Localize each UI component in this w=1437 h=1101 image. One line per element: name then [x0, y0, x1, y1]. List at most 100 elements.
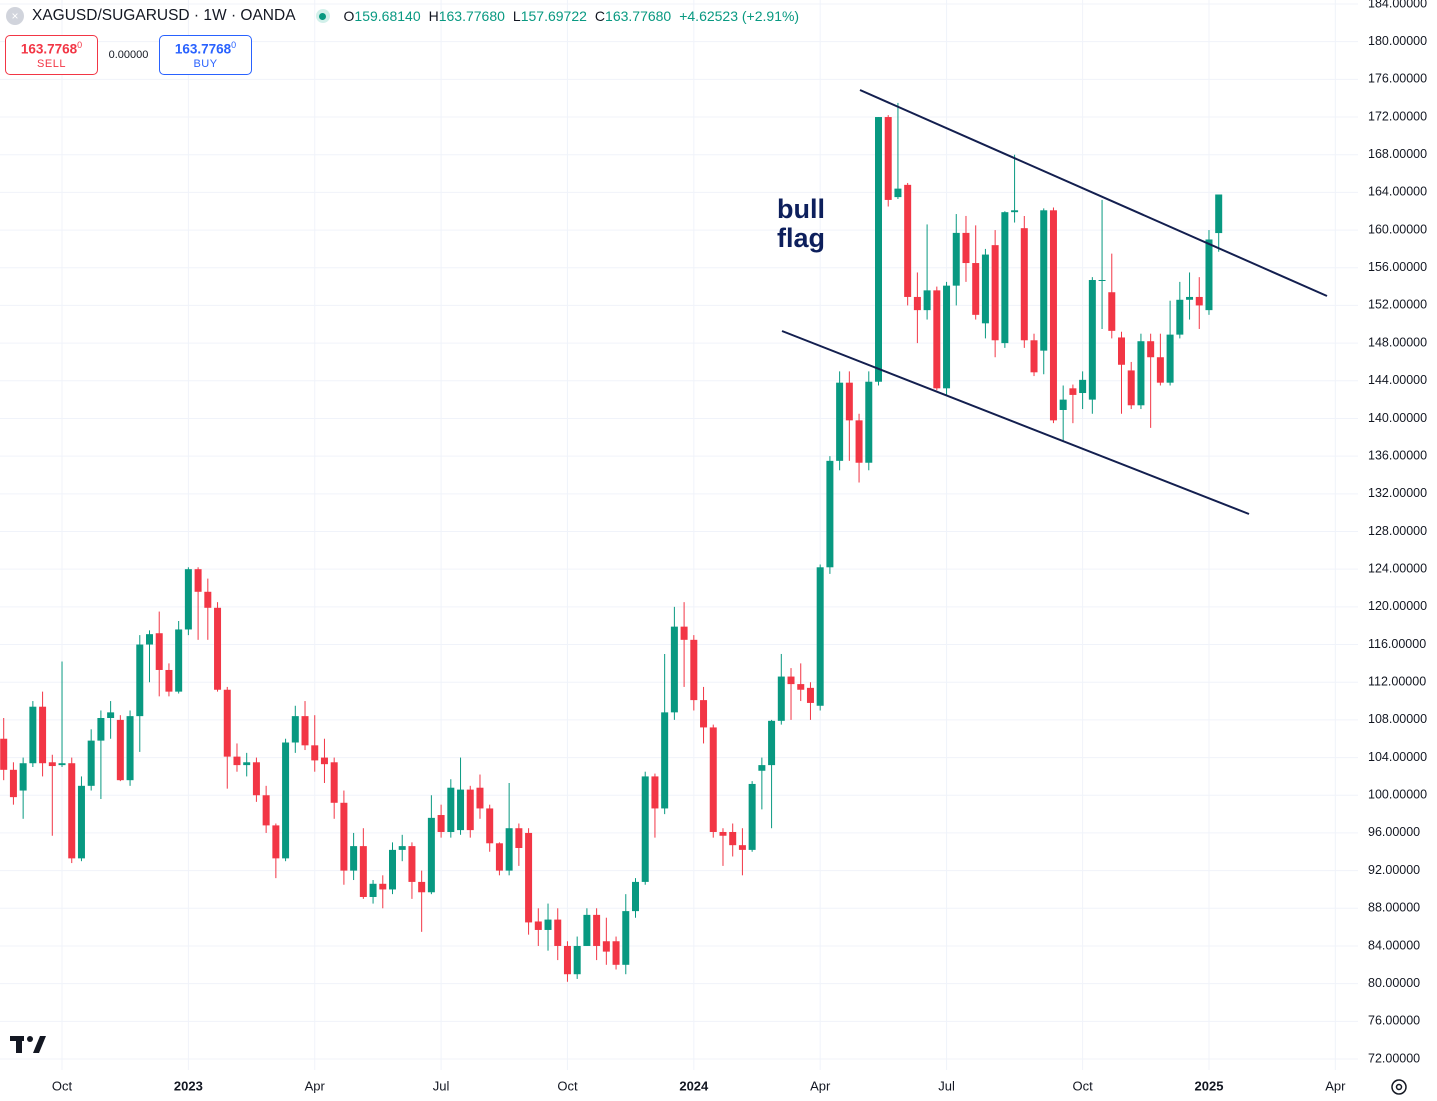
candle-body — [1147, 341, 1155, 358]
candle-body — [398, 846, 406, 850]
candle-body — [593, 914, 601, 946]
candle-body — [923, 290, 931, 311]
buy-button[interactable]: 163.77680 BUY — [159, 35, 252, 75]
candle-body — [1011, 210, 1019, 213]
candle-body — [865, 381, 873, 463]
candle-body — [913, 296, 921, 311]
candle-body — [894, 188, 902, 198]
candle-body — [272, 825, 280, 859]
x-tick-label: Apr — [1325, 1078, 1346, 1093]
candle-body — [981, 254, 989, 324]
buy-price-sup: 0 — [231, 40, 237, 51]
y-tick-label: 168.00000 — [1368, 147, 1427, 161]
candle-body — [777, 676, 785, 721]
ohlc-value: 163.77680 — [438, 8, 505, 24]
candle-body — [836, 382, 844, 461]
y-tick-label: 108.00000 — [1368, 712, 1427, 726]
candle-body — [875, 117, 882, 382]
candle-body — [0, 738, 8, 770]
candle-body — [1186, 296, 1194, 300]
candle-body — [1137, 341, 1145, 406]
candle-body — [457, 789, 465, 831]
candle-body — [768, 720, 776, 766]
candle-body — [204, 591, 212, 608]
candle-body — [9, 769, 17, 798]
candle-body — [136, 644, 144, 717]
y-tick-label: 144.00000 — [1368, 373, 1427, 387]
tradingview-logo — [10, 1036, 46, 1053]
y-tick-label: 180.00000 — [1368, 34, 1427, 48]
y-tick-label: 116.00000 — [1368, 637, 1426, 651]
candle-body — [632, 881, 639, 912]
candle-body — [904, 184, 912, 297]
symbol-header: × XAGUSD/SUGARUSD · 1W · OANDA O159.6814… — [6, 5, 799, 27]
candle-body — [379, 883, 387, 890]
y-tick-label: 100.00000 — [1368, 788, 1427, 802]
grid-layer — [0, 0, 1358, 1070]
ohlc-key: H — [428, 8, 439, 24]
candle-body — [709, 727, 717, 832]
candle-body — [1098, 279, 1106, 281]
candle-body — [515, 828, 523, 848]
candle-body — [602, 941, 610, 952]
ohlc-open: O159.68140 — [344, 8, 421, 24]
y-tick-label: 136.00000 — [1368, 448, 1427, 462]
x-tick-label: 2023 — [174, 1078, 203, 1093]
candle-body — [573, 945, 581, 975]
y-tick-label: 176.00000 — [1368, 72, 1427, 86]
y-tick-label: 112.00000 — [1368, 675, 1426, 689]
candle-body — [476, 787, 484, 809]
y-tick-label: 124.00000 — [1368, 561, 1427, 575]
candle-body — [291, 716, 299, 743]
candle-body — [243, 762, 251, 766]
candle-body — [641, 776, 649, 882]
sell-price: 163.77680 — [21, 40, 82, 57]
ohlc-key: O — [343, 8, 355, 24]
y-tick-label: 148.00000 — [1368, 335, 1427, 349]
candle-body — [77, 785, 85, 859]
x-tick-label: 2024 — [679, 1078, 709, 1093]
y-tick-label: 164.00000 — [1368, 185, 1427, 199]
candle-body — [1040, 210, 1048, 351]
candle-body — [214, 607, 222, 690]
candle-body — [1059, 399, 1067, 410]
candle-body — [933, 290, 941, 389]
candle-body — [1156, 357, 1164, 383]
candle-body — [991, 245, 999, 341]
candle-body — [670, 626, 678, 713]
buy-price: 163.77680 — [175, 40, 236, 57]
sell-price-main: 163.7768 — [20, 41, 78, 57]
candle-body — [651, 776, 659, 809]
candle-body — [87, 740, 95, 786]
candle-body — [622, 911, 630, 965]
candle-body — [544, 919, 552, 930]
candle-body — [350, 846, 358, 871]
market-status[interactable] — [315, 9, 330, 23]
candle-body — [175, 629, 183, 692]
candle-body — [165, 669, 173, 692]
x-tick-label: Apr — [305, 1078, 326, 1093]
sell-price-sup: 0 — [77, 40, 83, 51]
candle-body — [952, 232, 960, 286]
candle-body — [962, 232, 970, 264]
candle-body — [495, 843, 503, 871]
ohlc-value: 159.68140 — [354, 8, 421, 24]
candle-body — [418, 881, 426, 893]
candle-body — [758, 765, 766, 771]
candle-body — [1176, 299, 1184, 335]
candle-body — [1079, 379, 1087, 394]
y-tick-label: 140.00000 — [1368, 411, 1427, 425]
y-tick-label: 76.00000 — [1368, 1014, 1420, 1028]
buy-label: BUY — [193, 57, 218, 70]
sell-label: SELL — [37, 57, 66, 70]
y-tick-label: 72.00000 — [1368, 1051, 1420, 1065]
candle-body — [223, 689, 231, 757]
y-tick-label: 160.00000 — [1368, 222, 1427, 236]
settings-icon[interactable] — [1391, 1079, 1407, 1095]
y-tick-label: 104.00000 — [1368, 750, 1427, 764]
y-tick-label: 120.00000 — [1368, 599, 1427, 613]
close-symbol-button[interactable]: × — [6, 7, 24, 25]
candle-body — [816, 567, 824, 706]
candle-body — [233, 756, 241, 766]
sell-button[interactable]: 163.77680 SELL — [5, 35, 98, 75]
